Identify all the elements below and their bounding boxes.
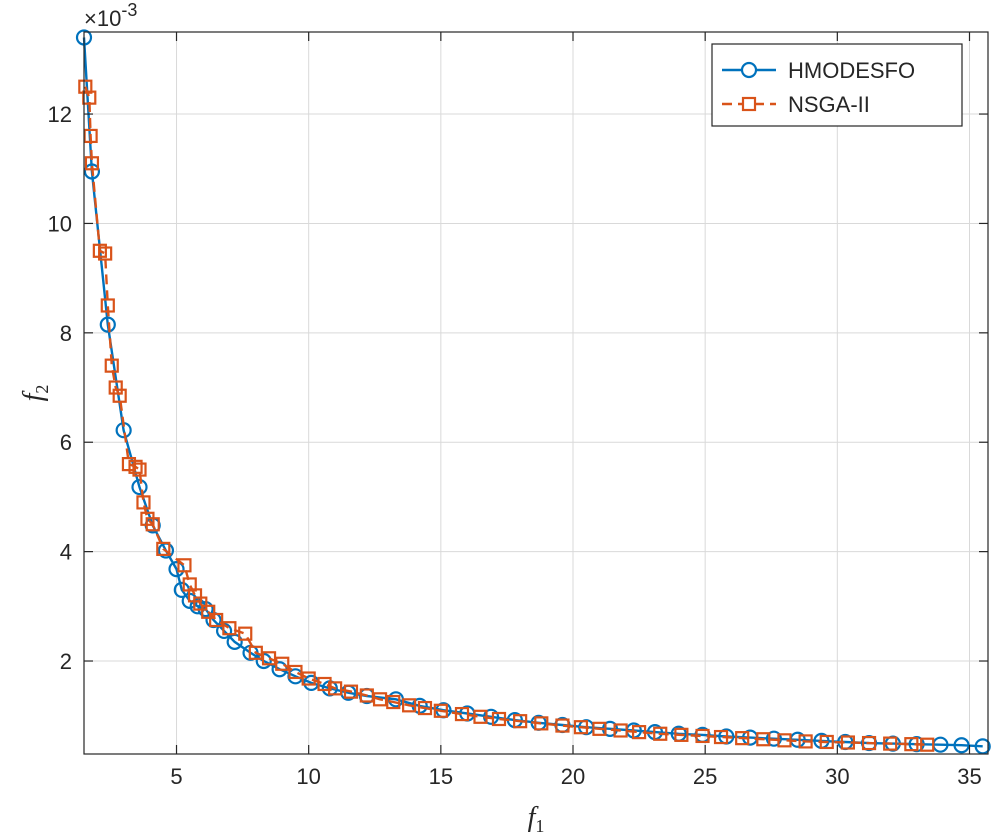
data-point-nsga-ii (372, 692, 388, 707)
data-point-nsga-ii (417, 700, 433, 716)
data-point-nsga-ii (343, 684, 359, 699)
x-axis-label: f1 (528, 802, 545, 834)
axis-ticks: 5 10 15 20 25 30 35 2 4 6 8 10 12 (48, 32, 988, 789)
data-point-nsga-ii (112, 388, 127, 403)
data-point-nsga-ii (695, 728, 710, 744)
legend-box (711, 43, 963, 127)
data-point-nsga-ii (275, 656, 290, 671)
data-point-nsga-ii (238, 626, 253, 641)
data-point-hmodesfo (974, 738, 991, 755)
y-tick-label: 6 (60, 430, 72, 455)
data-point-hmodesfo (168, 561, 185, 578)
data-point-hmodesfo (953, 737, 970, 754)
y-tick-label: 10 (48, 211, 72, 236)
series-layer (75, 29, 991, 755)
data-point-nsga-ii (883, 736, 898, 751)
data-point-nsga-ii (613, 723, 628, 738)
legend-entry-nsga-ii: NSGA-II (722, 92, 870, 117)
data-point-nsga-ii (573, 720, 589, 735)
data-point-nsga-ii (402, 698, 417, 713)
y-exponent-label: ×10-3 (84, 0, 137, 31)
data-point-hmodesfo (99, 316, 116, 333)
data-point-nsga-ii (386, 694, 401, 710)
legend-entry-hmodesfo: HMODESFO (722, 58, 915, 83)
series-nsga-ii (78, 79, 935, 752)
data-point-nsga-ii (534, 716, 549, 731)
data-point-nsga-ii (177, 558, 192, 573)
data-point-nsga-ii (201, 604, 216, 619)
data-point-nsga-ii (653, 726, 668, 741)
data-point-nsga-ii (798, 734, 813, 749)
data-point-nsga-ii (592, 721, 607, 736)
data-point-nsga-ii (156, 541, 171, 556)
plot-area-frame (83, 31, 989, 755)
legend-marker (740, 61, 758, 79)
data-point-hmodesfo (83, 163, 101, 180)
legend: HMODESFO NSGA-II (711, 43, 963, 127)
legend-label: HMODESFO (788, 58, 915, 83)
data-point-nsga-ii (840, 735, 856, 750)
data-point-nsga-ii (777, 733, 792, 748)
data-point-nsga-ii (104, 358, 119, 373)
data-point-nsga-ii (674, 727, 689, 742)
data-point-nsga-ii (83, 128, 98, 144)
y-tick-label: 4 (60, 540, 72, 565)
data-point-nsga-ii (491, 711, 507, 727)
legend-marker (741, 96, 757, 112)
data-point-nsga-ii (209, 612, 224, 628)
data-point-nsga-ii (631, 725, 647, 740)
data-point-nsga-ii (301, 671, 316, 686)
data-point-nsga-ii (261, 651, 277, 666)
data-point-nsga-ii (108, 380, 123, 395)
data-point-nsga-ii (555, 718, 570, 733)
data-point-nsga-ii (84, 156, 100, 171)
data-point-nsga-ii (193, 596, 208, 611)
data-point-nsga-ii (713, 729, 729, 745)
legend-label: NSGA-II (788, 92, 870, 117)
y-tick-label: 8 (60, 321, 72, 346)
data-point-nsga-ii (359, 688, 374, 703)
data-point-nsga-ii (861, 735, 877, 751)
data-point-nsga-ii (128, 459, 143, 474)
data-point-hmodesfo (131, 478, 148, 496)
grid-lines (84, 32, 988, 754)
data-point-nsga-ii (82, 90, 97, 105)
data-point-nsga-ii (433, 703, 448, 718)
data-point-nsga-ii (756, 732, 771, 747)
x-tick-label: 15 (429, 764, 453, 789)
data-point-nsga-ii (136, 495, 151, 510)
y-tick-label: 12 (48, 102, 72, 127)
y-tick-label: 2 (60, 649, 72, 674)
data-point-nsga-ii (920, 737, 935, 752)
data-point-nsga-ii (317, 676, 332, 692)
x-tick-label: 10 (296, 764, 320, 789)
data-point-nsga-ii (904, 737, 919, 752)
data-point-nsga-ii (735, 731, 750, 746)
data-point-nsga-ii (288, 664, 303, 680)
data-point-nsga-ii (513, 714, 528, 729)
x-tick-label: 30 (825, 764, 849, 789)
data-point-nsga-ii (473, 709, 488, 724)
data-point-nsga-ii (248, 645, 263, 660)
x-tick-label: 20 (561, 764, 585, 789)
data-point-nsga-ii (222, 621, 237, 636)
data-point-nsga-ii (145, 517, 160, 532)
data-point-nsga-ii (100, 298, 115, 313)
data-point-nsga-ii (454, 706, 470, 722)
data-point-nsga-ii (819, 734, 834, 750)
data-point-nsga-ii (328, 681, 343, 696)
data-point-hmodesfo (765, 730, 782, 747)
y-axis-label: f2 (18, 385, 52, 402)
data-point-nsga-ii (132, 462, 147, 477)
x-tick-label: 35 (957, 764, 981, 789)
data-point-nsga-ii (98, 246, 113, 261)
x-tick-label: 5 (170, 764, 182, 789)
x-tick-label: 25 (693, 764, 717, 789)
